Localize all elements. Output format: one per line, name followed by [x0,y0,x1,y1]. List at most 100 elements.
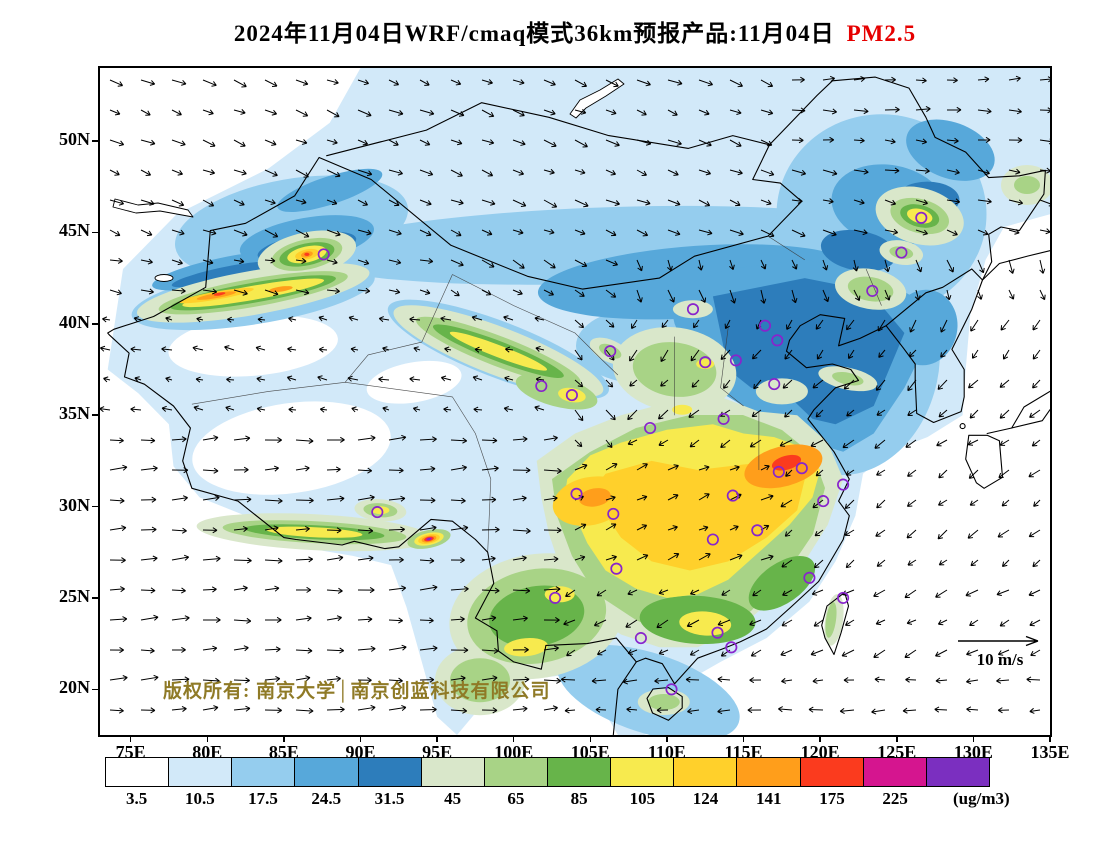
wind-arrow [481,139,495,146]
wind-arrow [543,228,555,235]
wind-arrow [967,529,979,539]
wind-arrow [574,379,584,388]
wind-arrow [1039,199,1050,207]
wind-arrow [1028,529,1041,538]
wind-arrow [915,77,927,84]
axis-tick [666,735,668,742]
wind-arrow [202,229,217,236]
wind-arrow [264,437,282,444]
wind-arrow [419,645,438,652]
wind-arrow [202,79,217,87]
wind-arrow [409,316,421,323]
wind-arrow [729,229,744,237]
wind-arrow [295,169,309,178]
wind-arrow [140,647,155,654]
wind-arrow [1008,137,1023,144]
city-marker [771,334,784,347]
wind-arrow [1008,259,1015,274]
wind-arrow [233,109,246,115]
wind-arrow [667,289,675,303]
wind-arrow [171,169,183,176]
wind-arrow [574,409,584,422]
wind-arrow [658,589,669,595]
wind-arrow [440,315,452,322]
wind-arrow [667,79,683,86]
wind-arrow [193,405,204,412]
wind-arrow [481,437,498,444]
wind-arrow [109,525,127,532]
wind-arrow [689,589,700,596]
wind-arrow [481,555,496,562]
wind-arrow [781,559,793,568]
wind-arrow [999,379,1010,388]
wind-vector-field [100,75,1050,715]
wind-arrow [822,289,830,303]
wind-arrow [1039,228,1050,235]
wind-arrow [1032,559,1041,568]
wind-arrow [1029,619,1041,627]
wind-arrow [326,199,338,206]
wind-arrow [999,619,1010,627]
wind-arrow [109,289,122,296]
wind-arrow [450,647,469,654]
wind-arrow [140,258,153,265]
wind-arrow [697,259,704,271]
wind-arrow [667,139,682,146]
wind-arrow [915,138,928,145]
wind-arrow [605,259,619,267]
wind-arrow [140,139,156,146]
wind-arrow [202,139,216,148]
wind-arrow [841,649,855,657]
wind-arrow [1033,499,1041,507]
wind-arrow [224,345,235,351]
wind-arrow [884,138,896,145]
wind-arrow [419,229,432,237]
wind-arrow [1028,589,1041,597]
wind-arrow [202,586,217,593]
wind-arrow [295,586,312,593]
wind-arrow [326,436,345,443]
wind-arrow [326,466,341,473]
wind-arrow [1039,289,1046,301]
wind-arrow [906,619,917,625]
russia-coastline [981,250,1050,281]
axis-tick [972,735,975,742]
wind-arrow [348,315,359,322]
wind-arrow [938,499,948,506]
wind-arrow [512,229,524,235]
wind-arrow [357,169,373,177]
wind-arrow [109,79,124,87]
wind-arrow [904,649,917,659]
wind-arrow [966,678,979,685]
wind-arrow [784,349,793,360]
wind-arrow [171,109,182,116]
wind-arrow [591,677,607,684]
wind-arrow [1000,319,1010,331]
wind-arrow [357,494,375,501]
wind-arrow [140,555,158,562]
wind-arrow [450,616,465,623]
wind-arrow [450,437,468,444]
wind-arrow [1031,439,1041,447]
colorbar-tick-label: 175 [819,789,845,808]
wind-arrow [481,259,495,268]
wind-arrow [388,288,401,295]
wind-arrow [914,289,921,301]
wind-arrow [109,139,125,147]
wind-arrow [907,559,917,566]
wind-arrow [667,493,679,501]
wind-arrow [605,319,615,328]
tsushima-island [959,423,966,430]
wind-arrow [656,619,669,629]
wind-arrow [791,107,806,114]
wind-arrow [326,258,338,265]
wind-arrow [1008,199,1024,206]
pm25-filled-contours [107,68,1050,735]
colorbar-unit-label: (ug/m3) [953,789,1010,808]
city-marker [699,356,712,369]
wind-arrow [940,319,948,333]
wind-arrow [812,677,824,684]
wind-arrow [140,496,157,503]
wind-arrow [233,258,245,265]
wind-arrow [295,556,314,563]
